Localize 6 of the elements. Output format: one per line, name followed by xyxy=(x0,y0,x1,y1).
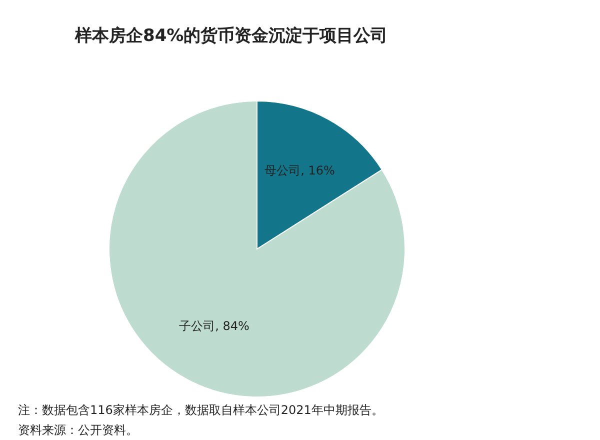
text: 注：数据包含116家样本房企，数据取自样本公司2021年中期报告。 xyxy=(18,403,384,417)
slice-label: 子公司, 84% xyxy=(179,319,250,334)
slice-label: 母公司, 16% xyxy=(264,163,335,178)
chart-title: 样本房企84%的货币资金沉淀于项目公司 xyxy=(74,26,388,46)
text: 资料来源：公开资料。 xyxy=(18,423,138,437)
pie-slice xyxy=(108,100,406,398)
